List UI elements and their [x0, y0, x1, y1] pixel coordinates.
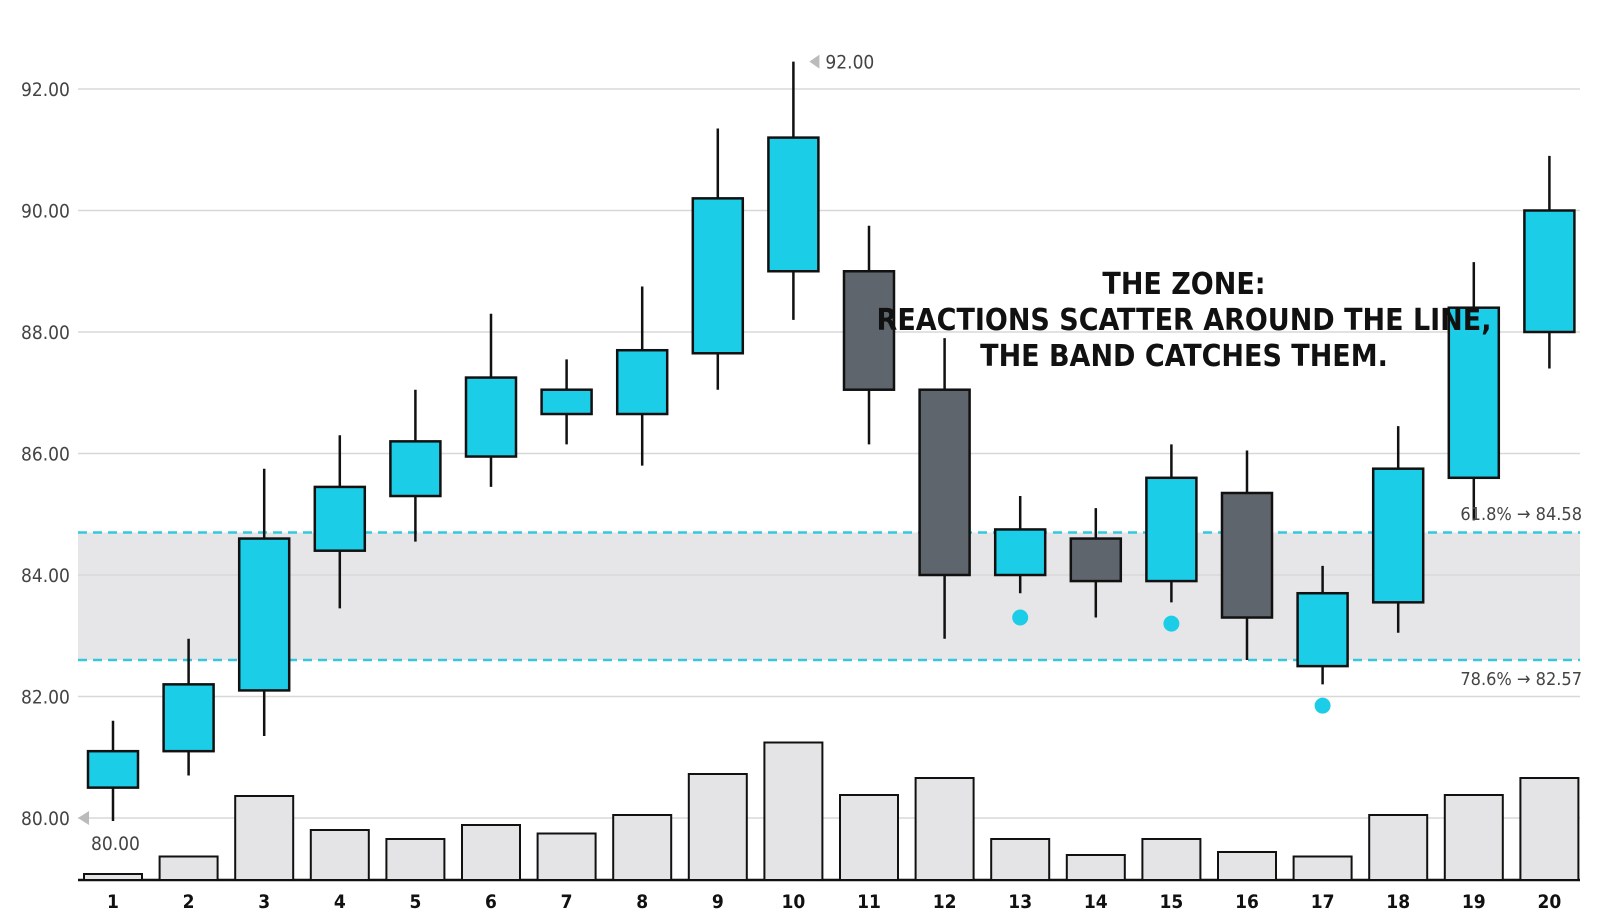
high-marker-arrow	[809, 54, 820, 69]
x-tick-label: 6	[485, 891, 497, 913]
candle-body	[1069, 537, 1123, 583]
x-tick-label: 15	[1160, 891, 1184, 913]
y-tick-label: 86.00	[21, 444, 70, 466]
candle-body	[1220, 491, 1274, 619]
candle-body	[1296, 591, 1349, 668]
candle-body	[389, 440, 442, 498]
volume-bar	[536, 832, 597, 881]
candle-body	[615, 348, 669, 416]
volume-bar	[612, 814, 673, 881]
volume-bar	[1292, 855, 1353, 881]
candle-body	[1371, 467, 1425, 604]
volume-bar	[1443, 794, 1504, 881]
candle-body	[767, 136, 820, 273]
y-tick-label: 84.00	[21, 565, 70, 587]
annotation-line-2: REACTIONS SCATTER AROUND THE LINE,	[877, 303, 1492, 338]
fib-label-786: 78.6% → 82.57	[1460, 669, 1582, 690]
annotation-line-1: THE ZONE:	[1102, 267, 1265, 302]
x-tick-label: 14	[1084, 891, 1108, 913]
annotation-line-3: THE BAND CATCHES THEM.	[980, 339, 1388, 374]
volume-bar	[461, 824, 521, 881]
x-tick-label: 2	[183, 891, 195, 913]
y-tick-label: 88.00	[21, 322, 70, 344]
x-tick-label: 17	[1311, 891, 1335, 913]
x-tick-label: 18	[1386, 891, 1410, 913]
x-tick-label: 16	[1235, 891, 1259, 913]
candle-body	[313, 485, 367, 552]
x-tick-label: 4	[334, 891, 346, 913]
candle-body	[993, 528, 1047, 577]
y-tick-label: 80.00	[21, 808, 70, 830]
x-tick-label: 7	[561, 891, 573, 913]
volume-bar	[309, 829, 370, 881]
candle-body	[842, 270, 896, 391]
candle-body	[1145, 476, 1198, 583]
high-marker-label: 92.00	[825, 52, 874, 74]
grid-layer	[78, 88, 1580, 882]
x-tick-label: 13	[1008, 891, 1032, 913]
volume-bar	[1141, 838, 1202, 881]
x-tick-label: 1	[107, 891, 119, 913]
x-tick-label: 5	[409, 891, 421, 913]
volume-bar	[385, 838, 446, 881]
y-tick-label: 82.00	[21, 687, 70, 709]
y-tick-label: 92.00	[21, 79, 70, 101]
candle-body	[86, 749, 140, 789]
volume-bar	[83, 873, 143, 881]
reaction-dot	[1012, 609, 1029, 626]
candle-body	[237, 537, 291, 692]
volume-bar	[990, 838, 1051, 881]
low-marker-arrow	[78, 811, 89, 825]
x-tick-label: 10	[782, 891, 806, 913]
candle-body	[162, 683, 215, 753]
volume-bar	[234, 795, 295, 881]
volume-bar	[763, 741, 824, 881]
x-tick-label: 3	[258, 891, 270, 913]
y-tick-label: 90.00	[21, 201, 70, 223]
reaction-dot	[1163, 615, 1180, 632]
fib-zone-band	[78, 532, 1580, 661]
fib-label-618: 61.8% → 84.58	[1460, 504, 1582, 525]
volume-bar	[1519, 777, 1580, 881]
candle-layer	[86, 61, 1576, 822]
volume-bar	[839, 794, 899, 881]
volume-bar	[158, 855, 219, 881]
volume-bar	[687, 773, 748, 881]
volume-bar	[1368, 814, 1429, 881]
candle-body	[691, 197, 745, 355]
candle-body	[464, 376, 518, 458]
candle-body	[540, 388, 593, 416]
candle-body	[918, 388, 971, 577]
x-tick-label: 12	[933, 891, 957, 913]
x-tick-label: 19	[1462, 891, 1486, 913]
x-tick-label: 8	[636, 891, 648, 913]
fib-zone-layer	[78, 532, 1580, 661]
candle-body	[1523, 209, 1576, 334]
volume-layer	[83, 741, 1580, 881]
label-layer: THE ZONE: REACTIONS SCATTER AROUND THE L…	[21, 52, 1582, 913]
volume-bar	[914, 777, 975, 881]
x-tick-label: 20	[1538, 891, 1562, 913]
candle-body	[1447, 306, 1501, 480]
reaction-dot	[1314, 697, 1331, 714]
x-tick-label: 9	[712, 891, 724, 913]
reaction-dot-layer	[1012, 609, 1331, 714]
x-tick-label: 11	[857, 891, 881, 913]
low-marker-label: 80.00	[91, 833, 140, 855]
volume-bar	[1065, 854, 1126, 881]
volume-bar	[1217, 851, 1277, 881]
